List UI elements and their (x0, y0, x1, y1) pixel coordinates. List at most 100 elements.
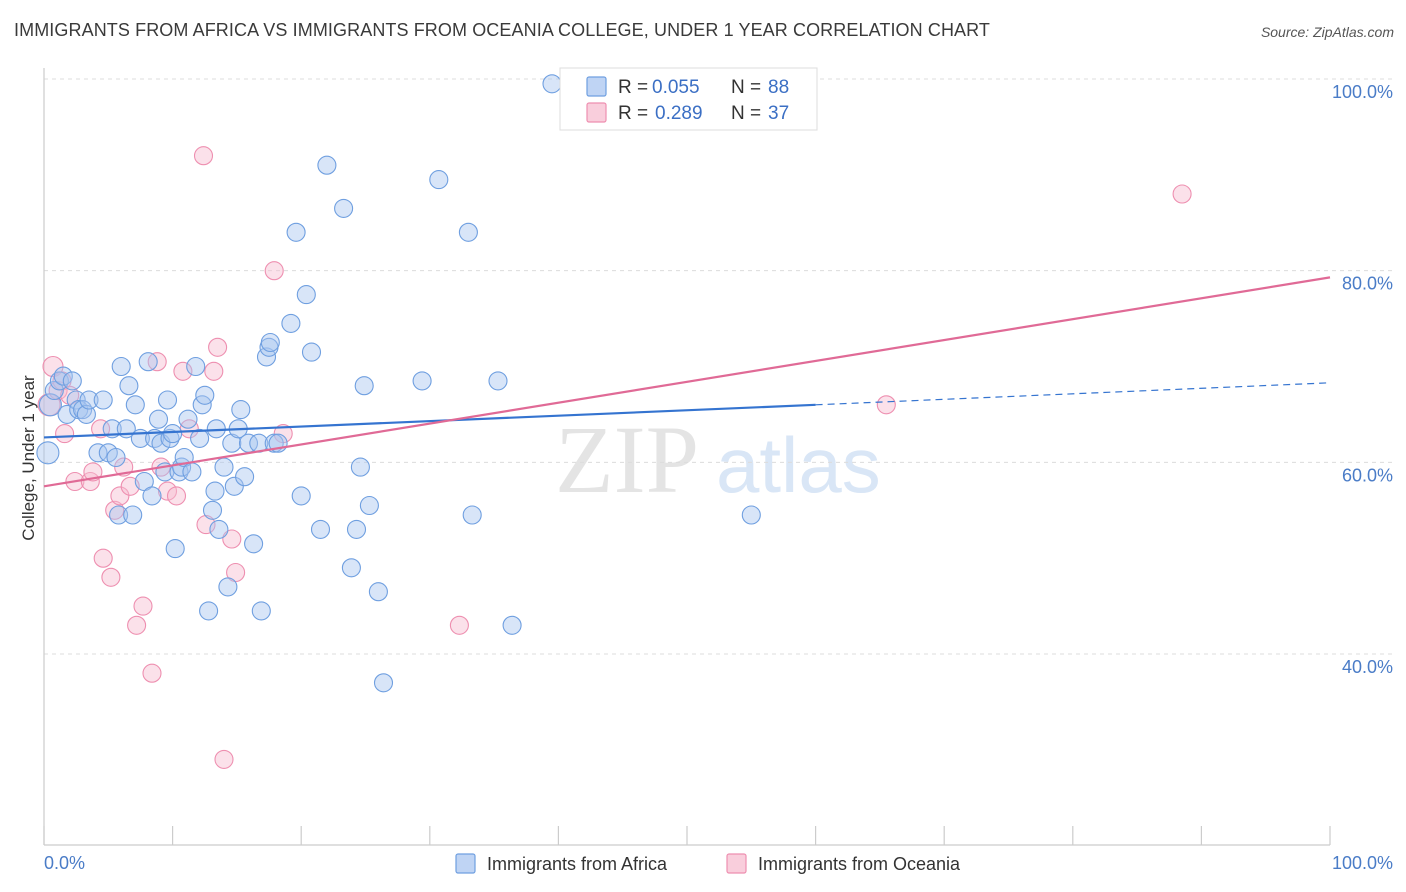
data-point (346, 519, 367, 539)
data-point (190, 428, 210, 448)
data-point (222, 433, 242, 453)
data-point (209, 519, 229, 539)
data-point (93, 390, 113, 410)
data-point (76, 404, 96, 424)
data-point (106, 447, 126, 468)
data-point (214, 749, 234, 769)
data-point (317, 155, 337, 175)
data-point (231, 400, 251, 420)
data-point (310, 519, 331, 539)
data-point (350, 457, 370, 477)
data-point (195, 385, 215, 405)
data-point (301, 342, 322, 362)
x-tick-label-max: 100.0% (1332, 853, 1393, 873)
legend-oceania-swatch (586, 102, 607, 123)
data-point (165, 539, 185, 559)
watermark-zip: ZIP (555, 406, 699, 513)
data-point (204, 361, 224, 381)
data-point (83, 462, 103, 482)
data-point (224, 476, 244, 496)
data-point (341, 558, 361, 578)
data-point (91, 419, 111, 439)
data-point (101, 567, 121, 587)
data-point (235, 467, 255, 487)
data-point (222, 529, 242, 549)
data-point (163, 424, 183, 444)
data-point (93, 548, 113, 568)
x-tick-label-min: 0.0% (44, 853, 85, 873)
data-point (286, 222, 306, 242)
series-legend-oceania-swatch (726, 853, 747, 874)
legend-africa-r-label: R = (618, 77, 648, 98)
data-point (199, 601, 219, 621)
data-point (193, 146, 214, 166)
data-point (296, 285, 316, 305)
trend-line-africa (43, 403, 816, 439)
data-point (120, 476, 140, 496)
y-tick-labels: 100.0% 80.0% 60.0% 40.0% (1332, 82, 1393, 677)
legend-africa-n-label: N = (731, 77, 761, 98)
data-point (214, 457, 234, 477)
watermark: ZIP atlas (555, 406, 881, 513)
data-point (182, 462, 202, 482)
trend-line-africa-extrapolated (815, 382, 1331, 406)
y-tick-label: 80.0% (1342, 274, 1393, 294)
data-point (125, 395, 145, 415)
legend-africa-r-value: 0.055 (652, 77, 700, 98)
trend-line-oceania (43, 276, 1331, 488)
data-point (111, 356, 131, 377)
data-point (123, 505, 143, 525)
data-point (876, 395, 896, 415)
data-point (281, 313, 301, 333)
data-point (488, 371, 508, 391)
data-point (173, 361, 193, 381)
data-point (368, 582, 388, 602)
data-point (205, 481, 225, 501)
data-point (1172, 184, 1192, 204)
data-point (218, 577, 238, 597)
data-point (157, 390, 178, 410)
y-axis-label: College, Under 1 year (19, 375, 38, 541)
data-point (354, 376, 374, 396)
data-point (196, 515, 216, 535)
data-point (186, 356, 206, 377)
data-point (373, 673, 394, 693)
data-point (55, 424, 75, 444)
data-point (138, 352, 158, 372)
legend-oceania-n-label: N = (731, 103, 761, 124)
legend-oceania-n-value: 37 (768, 103, 789, 124)
source-label: Source: ZipAtlas.com (1260, 24, 1394, 40)
data-point (251, 601, 271, 621)
data-point (119, 376, 139, 396)
data-point (127, 615, 147, 635)
data-point (429, 170, 449, 190)
data-point (458, 222, 478, 242)
data-point (57, 404, 77, 424)
data-point (133, 596, 153, 616)
data-point (109, 505, 129, 525)
legend-oceania-r-value: 0.289 (655, 103, 703, 124)
y-tick-label: 100.0% (1332, 82, 1393, 102)
data-point (462, 505, 482, 525)
data-point (334, 198, 354, 218)
legend-africa-n-value: 88 (768, 77, 789, 98)
data-point (502, 615, 522, 635)
data-point (244, 534, 264, 554)
data-point (178, 409, 198, 429)
data-point (142, 486, 162, 506)
data-point (741, 505, 761, 525)
series-legend-oceania-label: Immigrants from Oceania (758, 854, 961, 874)
series-legend: Immigrants from Africa Immigrants from O… (455, 853, 961, 874)
data-point (166, 486, 187, 506)
y-tick-label: 40.0% (1342, 657, 1393, 677)
series-africa-points (36, 74, 761, 693)
series-legend-africa-swatch (455, 853, 476, 874)
data-point (202, 500, 223, 520)
data-point (148, 409, 169, 429)
data-point (36, 441, 60, 465)
data-point (449, 615, 469, 635)
watermark-atlas: atlas (716, 421, 881, 509)
data-point (359, 495, 379, 516)
legend-oceania-r-label: R = (618, 103, 648, 124)
